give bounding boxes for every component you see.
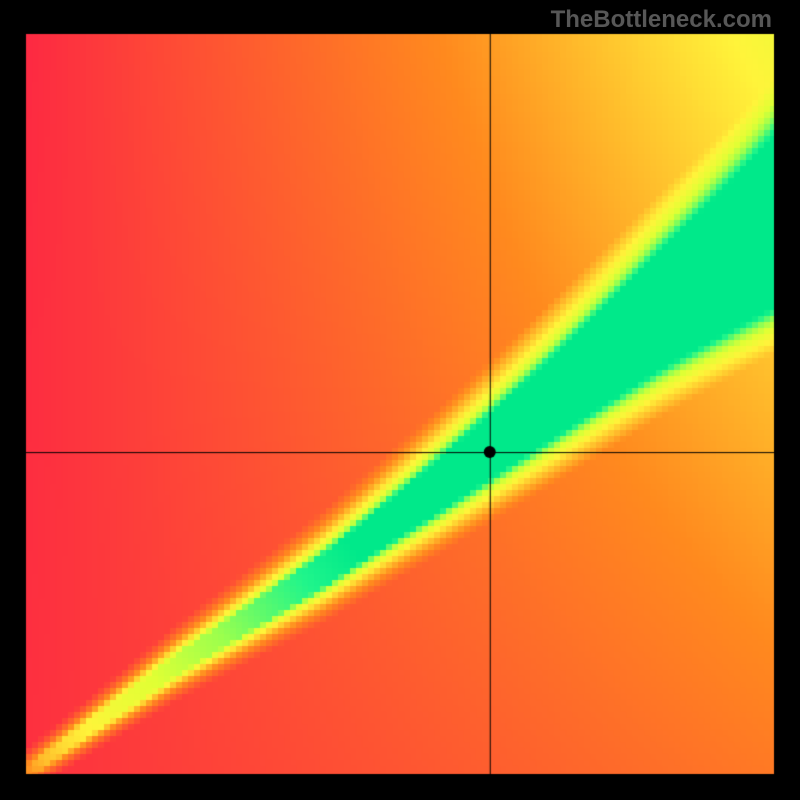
watermark: TheBottleneck.com xyxy=(551,6,772,34)
bottleneck-heatmap-canvas xyxy=(0,0,800,800)
